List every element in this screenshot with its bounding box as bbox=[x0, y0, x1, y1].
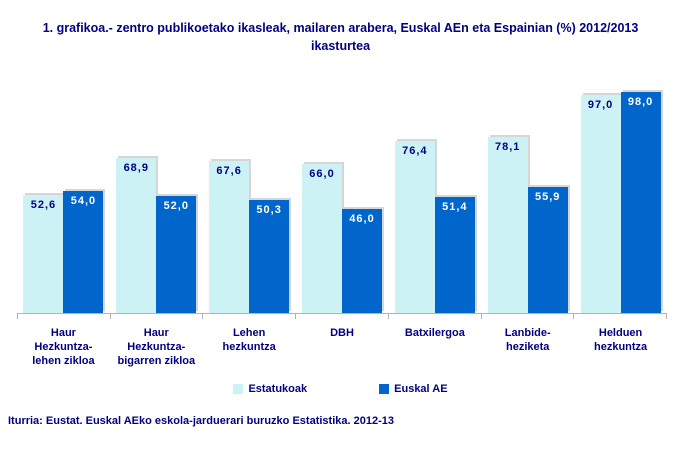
bar-euskal-ae: 55,9 bbox=[527, 187, 568, 313]
bar-estatukoak: 66,0 bbox=[302, 164, 342, 313]
euskal-ae-swatch-icon bbox=[379, 384, 390, 394]
bar-estatukoak: 97,0 bbox=[580, 95, 621, 313]
bar-estatukoak: 52,6 bbox=[23, 195, 64, 313]
category-label: Lehen hezkuntza bbox=[222, 327, 276, 353]
bar-estatukoak: 78,1 bbox=[487, 137, 528, 313]
bar-euskal-ae: 51,4 bbox=[434, 197, 475, 313]
x-axis-ticks bbox=[17, 314, 668, 319]
bar-estatukoak: 68,9 bbox=[116, 158, 157, 313]
axis-tick bbox=[387, 314, 481, 319]
bar-value-label: 78,1 bbox=[495, 141, 521, 153]
axis-tick bbox=[295, 314, 388, 319]
bar-group: 97,0 98,0 bbox=[574, 92, 667, 313]
legend-item-estatukoak: Estatukoak bbox=[233, 383, 307, 395]
bar-estatukoak: 67,6 bbox=[209, 161, 250, 313]
bar-euskal-ae: 98,0 bbox=[620, 92, 661, 313]
bar-value-label: 46,0 bbox=[349, 213, 375, 225]
chart-title: 1. grafikoa.- zentro publikoetako ikasle… bbox=[42, 21, 639, 53]
bar-value-label: 51,4 bbox=[442, 201, 468, 213]
bar-value-label: 55,9 bbox=[535, 191, 561, 203]
bar-group: 68,9 52,0 bbox=[110, 158, 203, 313]
category-label: Haur Hezkuntza- bigarren zikloa bbox=[117, 327, 196, 367]
bar-value-label: 67,6 bbox=[216, 165, 242, 177]
bar-value-label: 52,0 bbox=[163, 200, 189, 212]
source-note: Iturria: Eustat. Euskal AEko eskola-jard… bbox=[8, 415, 394, 427]
axis-tick bbox=[480, 314, 574, 319]
bar-euskal-ae: 50,3 bbox=[249, 200, 290, 313]
bar-group: 66,0 46,0 bbox=[296, 164, 389, 313]
legend-item-euskal-ae: Euskal AE bbox=[379, 383, 448, 395]
bar-euskal-ae: 46,0 bbox=[342, 209, 382, 313]
bar-euskal-ae: 54,0 bbox=[63, 191, 104, 313]
bar-group: 52,6 54,0 bbox=[17, 191, 110, 313]
bar-group: 78,1 55,9 bbox=[481, 137, 574, 313]
bar-value-label: 98,0 bbox=[627, 96, 654, 108]
legend-label-euskal-ae: Euskal AE bbox=[394, 383, 448, 395]
category-axis: Haur Hezkuntza- lehen zikloa Haur Hezkunt… bbox=[17, 326, 667, 368]
plot-area: 52,6 54,0 68,9 52,0 67,6 50,3 66,0 46,0 76,4 51,4… bbox=[17, 81, 667, 314]
legend: Estatukoak Euskal AE bbox=[0, 382, 681, 396]
axis-tick bbox=[202, 314, 295, 319]
bar-euskal-ae: 52,0 bbox=[156, 196, 197, 313]
bar-value-label: 76,4 bbox=[402, 145, 428, 157]
bar-group: 76,4 51,4 bbox=[388, 141, 481, 313]
bar-value-label: 50,3 bbox=[256, 204, 282, 216]
category-label: Haur Hezkuntza- lehen zikloa bbox=[32, 327, 95, 367]
category-label: Batxilergoa bbox=[404, 327, 465, 339]
axis-tick bbox=[109, 314, 203, 319]
axis-tick bbox=[573, 314, 668, 319]
bar-value-label: 66,0 bbox=[309, 168, 335, 180]
axis-tick bbox=[17, 314, 110, 319]
legend-label-estatukoak: Estatukoak bbox=[248, 383, 308, 395]
bar-value-label: 52,6 bbox=[30, 199, 57, 211]
plot-wrap: 52,6 54,0 68,9 52,0 67,6 50,3 66,0 46,0 76,4 51,4… bbox=[17, 81, 668, 368]
category-label: DBH bbox=[330, 327, 354, 339]
category-label: Helduen hezkuntza bbox=[593, 327, 648, 353]
bar-estatukoak: 76,4 bbox=[394, 141, 435, 313]
category-label: Lanbide- heziketa bbox=[504, 327, 551, 353]
bar-value-label: 97,0 bbox=[587, 99, 614, 111]
bar-value-label: 54,0 bbox=[70, 195, 97, 207]
bar-value-label: 68,9 bbox=[123, 162, 149, 174]
estatukoak-swatch-icon bbox=[233, 384, 244, 394]
bar-group: 67,6 50,3 bbox=[203, 161, 296, 313]
